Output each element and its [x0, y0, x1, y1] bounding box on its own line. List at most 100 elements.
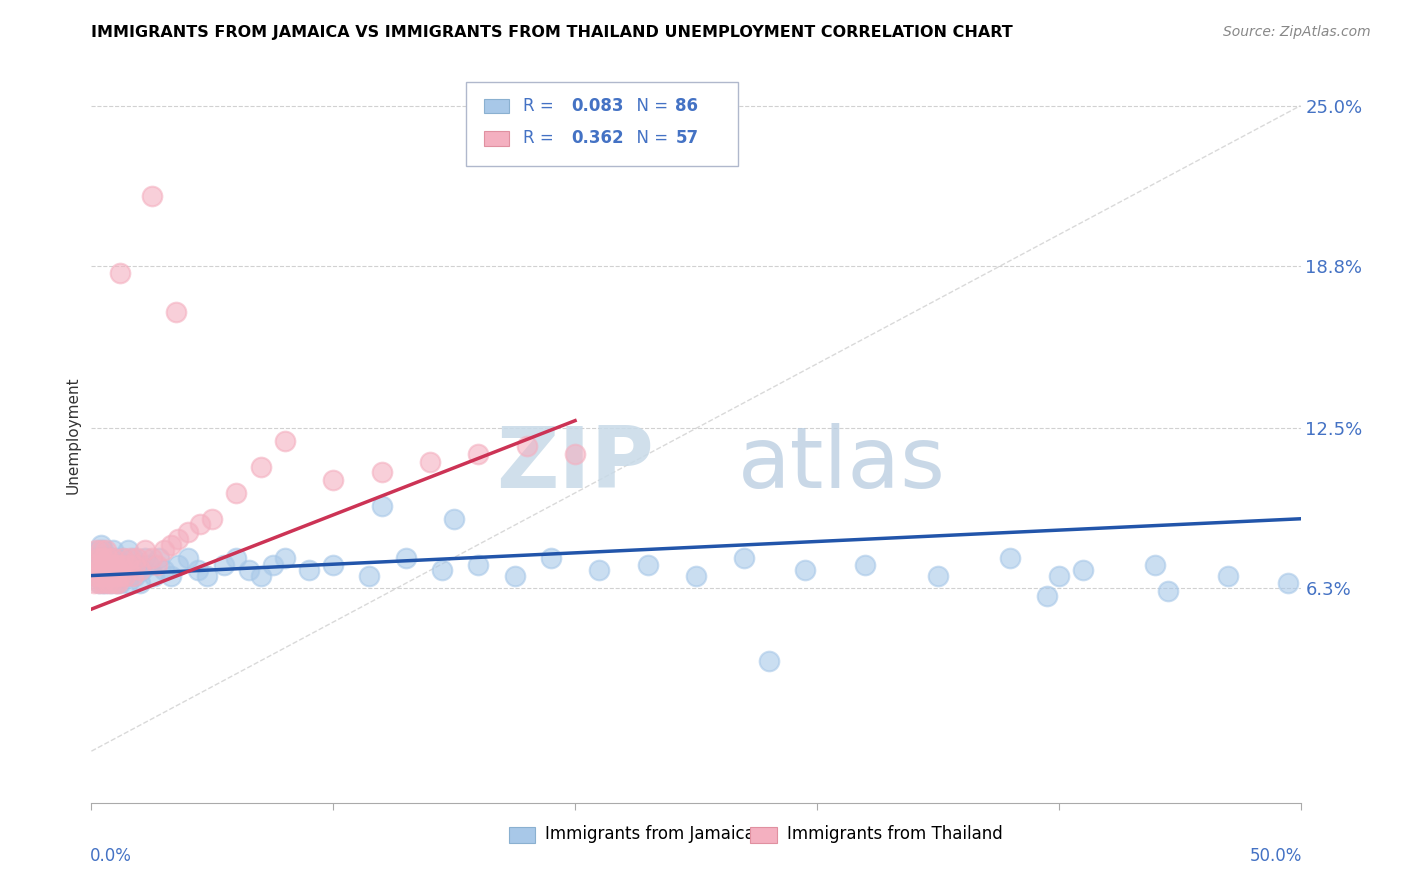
Point: [104, 550, 127, 565]
Text: 86: 86: [675, 97, 699, 115]
Point: [148, 550, 170, 565]
Point: [120, 550, 142, 565]
Point: [107, 568, 129, 582]
Point: [101, 563, 124, 577]
Point: [107, 563, 129, 577]
Text: Source: ZipAtlas.com: Source: ZipAtlas.com: [1223, 25, 1371, 39]
Point: [101, 568, 124, 582]
Point: [274, 550, 297, 565]
Point: [225, 486, 247, 500]
Point: [249, 568, 271, 582]
Point: [121, 550, 143, 565]
Point: [90, 558, 112, 573]
Point: [90, 550, 112, 565]
Point: [1071, 563, 1094, 577]
FancyBboxPatch shape: [467, 81, 738, 166]
Point: [141, 189, 163, 203]
Point: [160, 568, 183, 582]
Point: [100, 576, 122, 591]
Text: 50.0%: 50.0%: [1250, 847, 1302, 865]
Point: [100, 558, 122, 573]
Point: [853, 558, 876, 573]
Point: [134, 550, 156, 565]
Text: N =: N =: [626, 97, 673, 115]
Point: [540, 550, 562, 565]
Point: [87, 550, 110, 565]
Point: [104, 576, 127, 591]
Text: 0.083: 0.083: [571, 97, 624, 115]
Point: [160, 538, 183, 552]
Point: [145, 558, 167, 573]
Point: [83, 563, 105, 577]
Point: [120, 563, 142, 577]
Point: [467, 447, 489, 461]
Point: [298, 563, 321, 577]
Text: 0.0%: 0.0%: [90, 847, 132, 865]
Bar: [484, 98, 509, 113]
Point: [516, 440, 538, 454]
Point: [83, 558, 105, 573]
Point: [177, 524, 200, 539]
Text: ZIP: ZIP: [496, 423, 654, 506]
Point: [153, 542, 176, 557]
Point: [177, 550, 200, 565]
Point: [143, 568, 166, 582]
Text: N =: N =: [626, 129, 673, 147]
Point: [110, 563, 132, 577]
Point: [1216, 568, 1239, 582]
Text: R =: R =: [523, 97, 560, 115]
Point: [201, 512, 224, 526]
Point: [90, 568, 112, 582]
Point: [141, 550, 163, 565]
Point: [167, 558, 190, 573]
Point: [104, 563, 127, 577]
Point: [101, 558, 124, 573]
Point: [104, 558, 127, 573]
Point: [322, 558, 344, 573]
Text: Immigrants from Jamaica: Immigrants from Jamaica: [544, 825, 755, 844]
Text: 57: 57: [675, 129, 699, 147]
Point: [114, 568, 136, 582]
Point: [97, 563, 120, 577]
Point: [927, 568, 949, 582]
Point: [167, 533, 190, 547]
Point: [94, 568, 117, 582]
Point: [1277, 576, 1299, 591]
Point: [793, 563, 815, 577]
Point: [117, 576, 139, 591]
Point: [153, 563, 176, 577]
Point: [124, 568, 146, 582]
Point: [83, 576, 105, 591]
Point: [90, 538, 112, 552]
Point: [87, 576, 110, 591]
Point: [443, 512, 465, 526]
Point: [110, 568, 132, 582]
Point: [370, 465, 392, 479]
Point: [94, 568, 117, 582]
Point: [101, 550, 124, 565]
Point: [110, 576, 132, 591]
Point: [93, 550, 115, 565]
Point: [370, 499, 392, 513]
Point: [274, 434, 297, 449]
Point: [111, 550, 134, 565]
Point: [134, 542, 156, 557]
Point: [588, 563, 610, 577]
Point: [87, 576, 110, 591]
Point: [110, 558, 132, 573]
Point: [430, 563, 453, 577]
Point: [238, 563, 260, 577]
Point: [1035, 589, 1057, 603]
Point: [128, 576, 150, 591]
Point: [100, 568, 122, 582]
Y-axis label: Unemployment: Unemployment: [65, 376, 80, 493]
Point: [114, 558, 136, 573]
Point: [90, 563, 112, 577]
Text: IMMIGRANTS FROM JAMAICA VS IMMIGRANTS FROM THAILAND UNEMPLOYMENT CORRELATION CHA: IMMIGRANTS FROM JAMAICA VS IMMIGRANTS FR…: [91, 25, 1014, 40]
Point: [1047, 568, 1070, 582]
Point: [733, 550, 755, 565]
Point: [165, 305, 187, 319]
Point: [127, 550, 149, 565]
Point: [128, 563, 150, 577]
Point: [100, 576, 122, 591]
